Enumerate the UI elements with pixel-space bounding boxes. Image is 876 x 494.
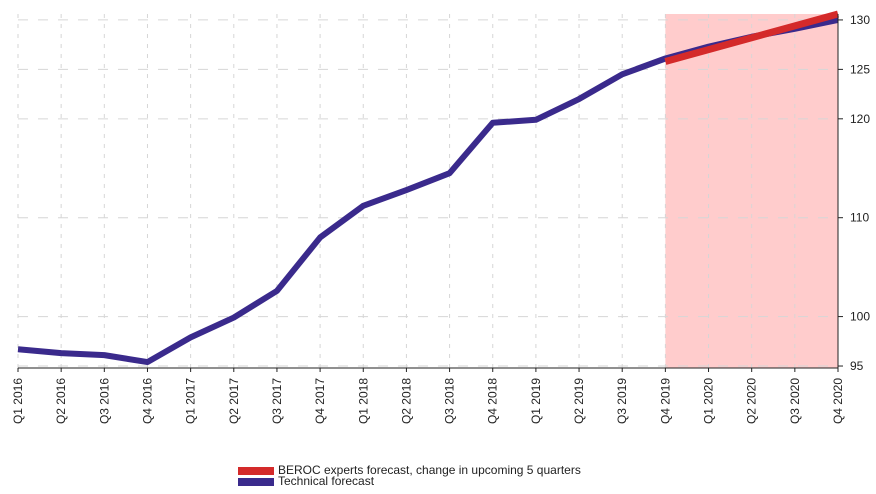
x-tick-label: Q1 2018 bbox=[356, 378, 370, 424]
x-tick-label: Q3 2020 bbox=[788, 378, 802, 424]
x-tick-label: Q4 2019 bbox=[658, 378, 672, 424]
y-tick-label: 125 bbox=[850, 62, 870, 76]
legend-label-beroc: BEROC experts forecast, change in upcomi… bbox=[278, 463, 581, 477]
x-tick-label: Q3 2019 bbox=[615, 378, 629, 424]
legend-entry-technical: Technical forecast bbox=[238, 474, 581, 488]
x-tick-label: Q2 2020 bbox=[745, 378, 759, 424]
legend-entry-beroc: BEROC experts forecast, change in upcomi… bbox=[238, 463, 581, 477]
legend: BEROC experts forecast, change in upcomi… bbox=[238, 463, 581, 488]
x-tick-label: Q2 2017 bbox=[227, 378, 241, 424]
y-tick-label: 130 bbox=[850, 13, 870, 27]
x-tick-label: Q1 2017 bbox=[184, 378, 198, 424]
x-tick-label: Q4 2016 bbox=[140, 378, 154, 424]
x-tick-label: Q3 2016 bbox=[97, 378, 111, 424]
x-tick-label: Q3 2017 bbox=[270, 378, 284, 424]
gridlines bbox=[17, 14, 839, 368]
y-axis: 95 100 110 120 125 130 bbox=[837, 13, 870, 373]
forecast-region bbox=[665, 14, 838, 368]
series-layer bbox=[17, 10, 839, 366]
x-tick-label: Q4 2017 bbox=[313, 378, 327, 424]
legend-label-technical: Technical forecast bbox=[278, 474, 375, 488]
x-tick-label: Q1 2016 bbox=[11, 378, 25, 424]
x-tick-label: Q1 2019 bbox=[529, 378, 543, 424]
y-tick-label: 100 bbox=[850, 310, 870, 324]
y-tick-label: 95 bbox=[850, 359, 864, 373]
y-tick-label: 120 bbox=[850, 112, 870, 126]
x-tick-label: Q3 2018 bbox=[443, 378, 457, 424]
x-tick-label: Q4 2018 bbox=[486, 378, 500, 424]
x-tick-label: Q2 2018 bbox=[399, 378, 413, 424]
x-tick-label: Q4 2020 bbox=[831, 378, 845, 424]
x-axis: Q1 2016 Q2 2016 Q3 2016 Q4 2016 Q1 2017 Q2 20… bbox=[11, 367, 845, 424]
legend-swatch-technical bbox=[238, 477, 274, 486]
x-tick-label: Q2 2016 bbox=[54, 378, 68, 424]
y-tick-label: 110 bbox=[850, 211, 869, 225]
x-tick-label: Q2 2019 bbox=[572, 378, 586, 424]
series-line-beroc bbox=[664, 10, 839, 65]
legend-swatch-beroc bbox=[238, 466, 274, 475]
x-tick-label: Q1 2020 bbox=[702, 378, 716, 424]
